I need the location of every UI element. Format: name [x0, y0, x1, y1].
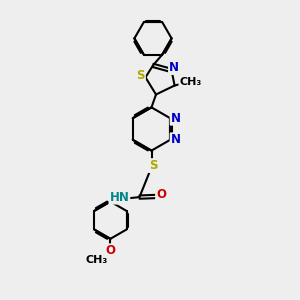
Text: O: O	[105, 244, 116, 257]
Text: O: O	[156, 188, 166, 202]
Text: S: S	[136, 69, 145, 82]
Text: S: S	[149, 159, 157, 172]
Text: N: N	[169, 61, 179, 74]
Text: N: N	[171, 112, 181, 125]
Text: CH₃: CH₃	[179, 77, 202, 87]
Text: N: N	[171, 133, 181, 146]
Text: CH₃: CH₃	[86, 255, 108, 265]
Text: HN: HN	[110, 190, 129, 204]
